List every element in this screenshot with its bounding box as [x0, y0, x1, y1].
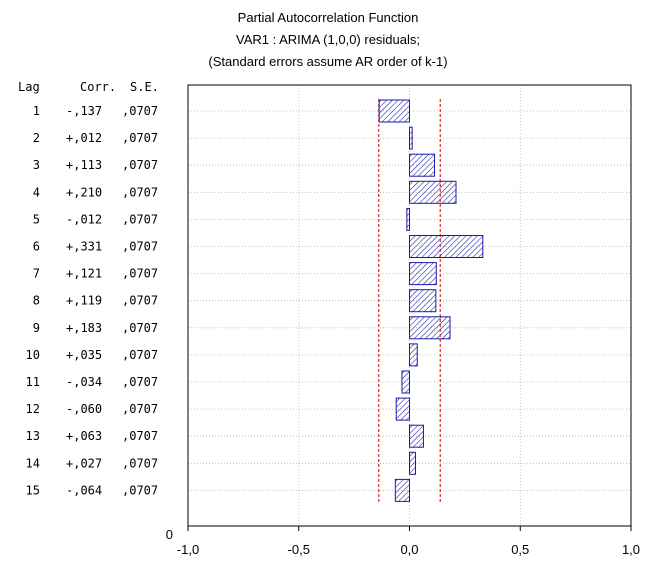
- lag-label: 7: [33, 267, 40, 281]
- corr-value: +,121: [66, 267, 102, 281]
- lag-label: 5: [33, 212, 40, 226]
- lag-label: 1: [33, 104, 40, 118]
- grid-lines: [188, 85, 631, 526]
- chart-subtitle: VAR1 : ARIMA (1,0,0) residuals;: [236, 32, 420, 47]
- corr-value: +,027: [66, 456, 102, 470]
- lag-label: 6: [33, 240, 40, 254]
- se-value: ,0707: [122, 321, 158, 335]
- pacf-bar-lag-1: [378, 99, 411, 123]
- confidence-limits: [378, 99, 441, 503]
- bars: [378, 99, 484, 502]
- lag-label: 15: [26, 483, 40, 497]
- se-value: ,0707: [122, 456, 158, 470]
- se-value: ,0707: [122, 185, 158, 199]
- corr-value: +,063: [66, 429, 102, 443]
- se-value: ,0707: [122, 429, 158, 443]
- x-tick-label: 1,0: [622, 542, 640, 557]
- pacf-bar-lag-5: [406, 207, 411, 231]
- pacf-bar-lag-4: [409, 180, 457, 204]
- value-table: 1 -,137 ,0707 2 +,012 ,0707 3 +,113 ,0707 4 +,210,…: [26, 104, 159, 497]
- se-value: ,0707: [122, 375, 158, 389]
- lag-label: 2: [33, 131, 40, 145]
- lag-label: 8: [33, 294, 40, 308]
- corr-value: -,137: [66, 104, 102, 118]
- corr-value: +,210: [66, 185, 102, 199]
- pacf-bar-lag-3: [409, 153, 436, 177]
- se-value: ,0707: [122, 294, 158, 308]
- corr-value: +,012: [66, 131, 102, 145]
- plot-frame: [187, 84, 632, 527]
- corr-value: -,012: [66, 212, 102, 226]
- pacf-bar-lag-15: [394, 478, 411, 502]
- pacf-bar-lag-10: [409, 343, 418, 367]
- se-value: ,0707: [122, 402, 158, 416]
- corr-value: -,064: [66, 483, 102, 497]
- chart-note: (Standard errors assume AR order of k-1): [208, 54, 447, 69]
- corr-value: +,113: [66, 158, 102, 172]
- se-value: ,0707: [122, 348, 158, 362]
- lag-label: 10: [26, 348, 40, 362]
- se-value: ,0707: [122, 131, 158, 145]
- lag-label: 14: [26, 456, 40, 470]
- lag-label: 11: [26, 375, 40, 389]
- se-header: S.E.: [130, 80, 159, 94]
- pacf-bar-lag-8: [409, 289, 437, 313]
- se-value: ,0707: [122, 212, 158, 226]
- pacf-bar-lag-13: [409, 424, 424, 448]
- zero-row-label: 0: [166, 527, 173, 542]
- lag-label: 4: [33, 185, 40, 199]
- lag-label: 13: [26, 429, 40, 443]
- pacf-bar-lag-2: [409, 126, 413, 150]
- pacf-bar-lag-12: [395, 397, 410, 421]
- x-tick-label: -1,0: [177, 542, 199, 557]
- pacf-bar-lag-6: [409, 235, 484, 258]
- corr-header: Corr.: [80, 80, 116, 94]
- corr-value: +,183: [66, 321, 102, 335]
- pacf-bar-lag-7: [409, 262, 437, 286]
- lag-label: 3: [33, 158, 40, 172]
- pacf-bar-lag-14: [409, 451, 416, 475]
- pacf-bar-lag-9: [409, 316, 451, 340]
- se-value: ,0707: [122, 240, 158, 254]
- corr-value: +,331: [66, 240, 102, 254]
- lag-label: 12: [26, 402, 40, 416]
- lag-label: 9: [33, 321, 40, 335]
- x-tick-label: 0,0: [400, 542, 418, 557]
- corr-value: +,035: [66, 348, 102, 362]
- se-value: ,0707: [122, 483, 158, 497]
- lag-header: Lag: [18, 80, 40, 94]
- x-tick-label: 0,5: [511, 542, 529, 557]
- se-value: ,0707: [122, 104, 158, 118]
- se-value: ,0707: [122, 267, 158, 281]
- pacf-bar-lag-11: [401, 370, 410, 394]
- x-axis: -1,0 -0,5 0,0 0,5 1,0: [177, 526, 640, 557]
- corr-value: +,119: [66, 294, 102, 308]
- chart-title: Partial Autocorrelation Function: [238, 10, 419, 25]
- se-value: ,0707: [122, 158, 158, 172]
- corr-value: -,034: [66, 375, 102, 389]
- corr-value: -,060: [66, 402, 102, 416]
- x-tick-label: -0,5: [288, 542, 310, 557]
